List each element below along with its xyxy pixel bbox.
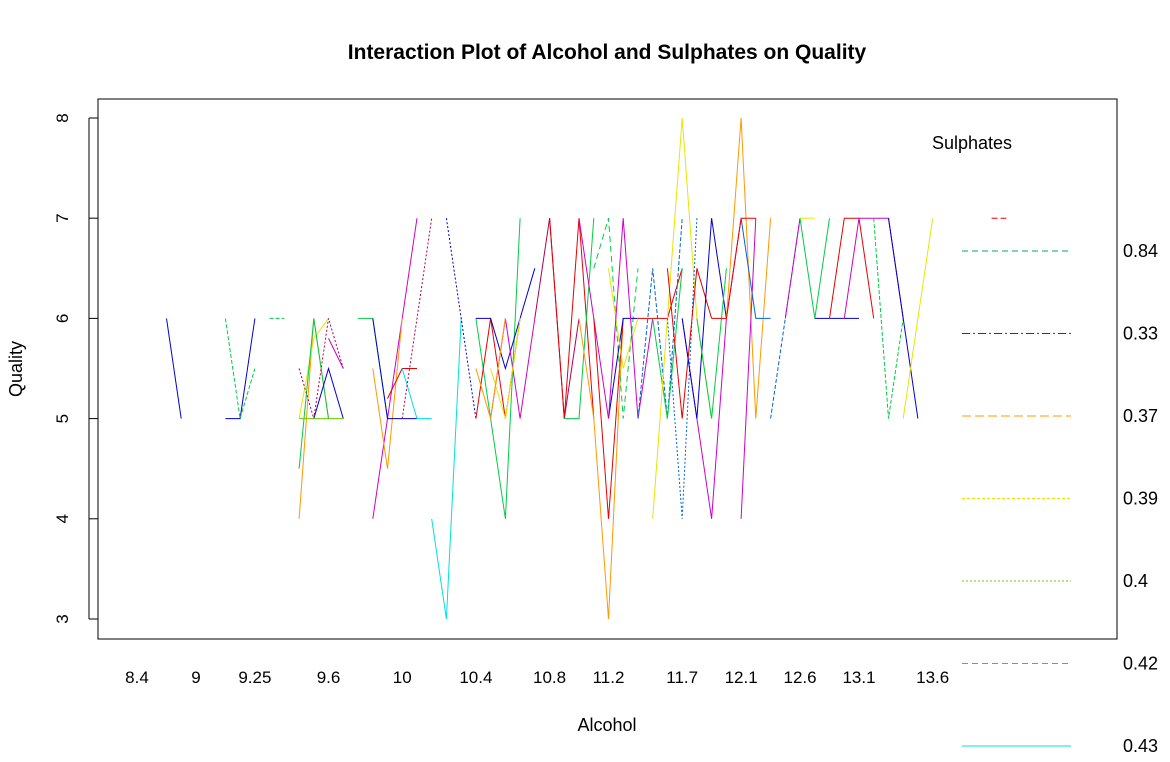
series-layer	[166, 117, 1007, 620]
series-line	[784, 218, 801, 319]
series-line	[637, 218, 683, 419]
legend-label: 0.33	[1123, 324, 1158, 344]
x-tick-label: 11.2	[593, 668, 625, 687]
y-tick-label: 8	[53, 113, 72, 122]
chart-title: Interaction Plot of Alcohol and Sulphate…	[348, 41, 867, 64]
x-tick-label: 12.6	[784, 668, 817, 687]
legend-label: 0.39	[1123, 489, 1158, 509]
x-tick-label: 10	[393, 668, 412, 687]
series-line	[681, 218, 742, 519]
series-line	[666, 268, 713, 419]
y-axis-label: Quality	[6, 341, 26, 397]
plot-frame	[97, 98, 1118, 640]
y-tick-label: 7	[53, 213, 72, 222]
x-axis: 8.4 9 9.25 9.6 10 10.4 10.8 11.2 11.7 12.1 12.6 13.…	[125, 668, 949, 687]
series-line	[740, 218, 771, 319]
series-line	[372, 318, 417, 420]
legend: Sulphates 0.84 0.33 0.37 0.39 0.4 0.42 0.43	[932, 133, 1158, 756]
series-line	[372, 318, 403, 469]
series-line	[902, 218, 934, 419]
series-line	[401, 368, 432, 420]
x-tick-label: 10.4	[459, 668, 492, 687]
series-line	[313, 366, 344, 419]
x-tick-label: 13.6	[916, 668, 949, 687]
series-line	[475, 268, 536, 371]
y-axis: 3 4 5 6 7 8	[53, 113, 98, 624]
legend-label: 0.42	[1123, 654, 1158, 674]
series-line	[372, 218, 418, 519]
series-line	[358, 317, 388, 419]
series-line	[387, 368, 417, 399]
series-line	[431, 318, 462, 620]
x-tick-label: 12.1	[725, 668, 758, 687]
x-tick-label: 13.1	[842, 668, 875, 687]
series-line	[740, 218, 757, 519]
series-line	[829, 217, 875, 319]
x-tick-label: 9.25	[238, 668, 271, 687]
series-line	[298, 318, 329, 419]
series-line	[225, 318, 256, 420]
series-line	[711, 217, 756, 319]
series-line	[888, 218, 919, 419]
series-line	[843, 217, 904, 319]
legend-label: 0.84	[1123, 241, 1158, 261]
series-line	[475, 318, 506, 419]
legend-label: 0.43	[1123, 736, 1158, 756]
series-line	[328, 338, 344, 369]
series-line	[652, 268, 683, 419]
series-line	[578, 218, 609, 419]
series-line	[799, 218, 830, 319]
series-line	[166, 318, 182, 419]
series-line	[549, 218, 595, 419]
legend-title: Sulphates	[932, 133, 1012, 153]
series-line	[608, 268, 639, 369]
series-line	[445, 218, 477, 419]
y-tick-label: 3	[53, 614, 72, 623]
y-tick-label: 4	[53, 514, 72, 523]
series-line	[608, 218, 654, 419]
legend-label: 0.4	[1123, 571, 1148, 591]
series-line	[638, 268, 683, 319]
series-line	[593, 318, 624, 519]
x-tick-label: 8.4	[125, 668, 149, 687]
x-tick-label: 9.6	[317, 668, 341, 687]
series-line	[681, 218, 727, 419]
x-tick-label: 11.7	[666, 668, 698, 687]
series-line	[608, 317, 638, 419]
series-line	[578, 318, 624, 620]
legend-label: 0.37	[1123, 406, 1158, 426]
x-tick-label: 10.8	[533, 668, 566, 687]
series-line	[401, 218, 433, 419]
series-line	[224, 318, 256, 419]
y-tick-label: 6	[53, 314, 72, 323]
x-tick-label: 9	[191, 668, 200, 687]
x-axis-label: Alcohol	[577, 715, 636, 735]
series-line	[873, 218, 904, 419]
y-tick-label: 5	[53, 414, 72, 423]
